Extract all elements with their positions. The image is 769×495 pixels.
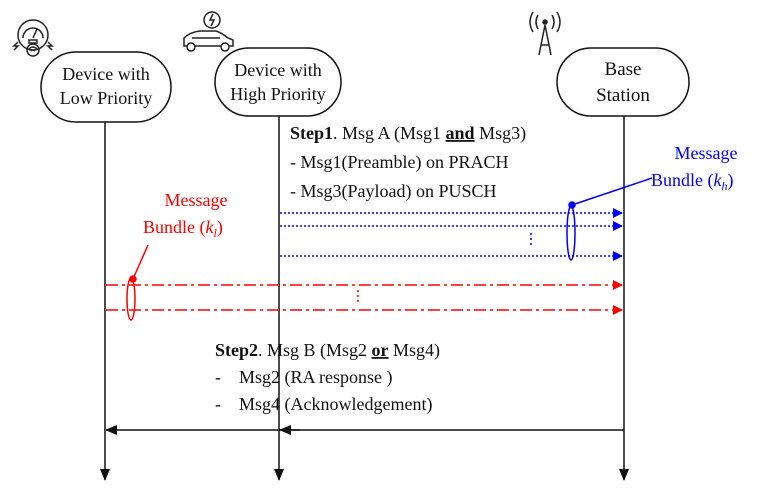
node-low-priority-device: Device with Low Priority (40, 51, 172, 123)
svg-text:Bundle (kl): Bundle (kl) (143, 217, 223, 240)
svg-text:Device with: Device with (234, 60, 321, 80)
high-priority-message-bundle (280, 177, 653, 261)
svg-text:Step2. Msg B (Msg2 or Msg4): Step2. Msg B (Msg2 or Msg4) (215, 340, 440, 361)
bundle-high-label: Message Bundle (kh) (651, 143, 738, 193)
node-high-priority-device: Device with High Priority (214, 47, 342, 117)
svg-text:- Msg3(Payload) on PUSCH: - Msg3(Payload) on PUSCH (290, 181, 497, 202)
antenna-tower-icon (529, 11, 561, 56)
svg-text:Message: Message (675, 143, 738, 163)
svg-text:Bundle (kh): Bundle (kh) (651, 170, 734, 193)
low-priority-message-bundle (106, 244, 623, 321)
bundle-low-label: Message Bundle (kl) (143, 190, 228, 240)
svg-text:- Msg4 (Acknowledgement): - Msg4 (Acknowledgement) (215, 394, 432, 415)
svg-text:Message: Message (165, 190, 228, 210)
svg-text:Base: Base (605, 59, 642, 80)
node-base-station: Base Station (556, 47, 690, 117)
electric-car-icon (183, 11, 234, 52)
svg-text:Station: Station (596, 85, 650, 106)
svg-text:Low Priority: Low Priority (60, 88, 153, 108)
smart-meter-wifi-icon (12, 19, 54, 57)
step1-text: Step1. Msg A (Msg1 and Msg3) - Msg1(Prea… (290, 123, 526, 202)
svg-text:Device with: Device with (62, 64, 149, 84)
svg-text:Step1. Msg A (Msg1 and Msg3): Step1. Msg A (Msg1 and Msg3) (290, 123, 526, 144)
svg-text:- Msg1(Preamble) on PRACH: - Msg1(Preamble) on PRACH (290, 152, 509, 173)
step2-text: Step2. Msg B (Msg2 or Msg4) - Msg2 (RA r… (215, 340, 440, 415)
svg-text:High Priority: High Priority (230, 84, 326, 104)
svg-text:- Msg2 (RA response ): - Msg2 (RA response ) (215, 367, 393, 388)
